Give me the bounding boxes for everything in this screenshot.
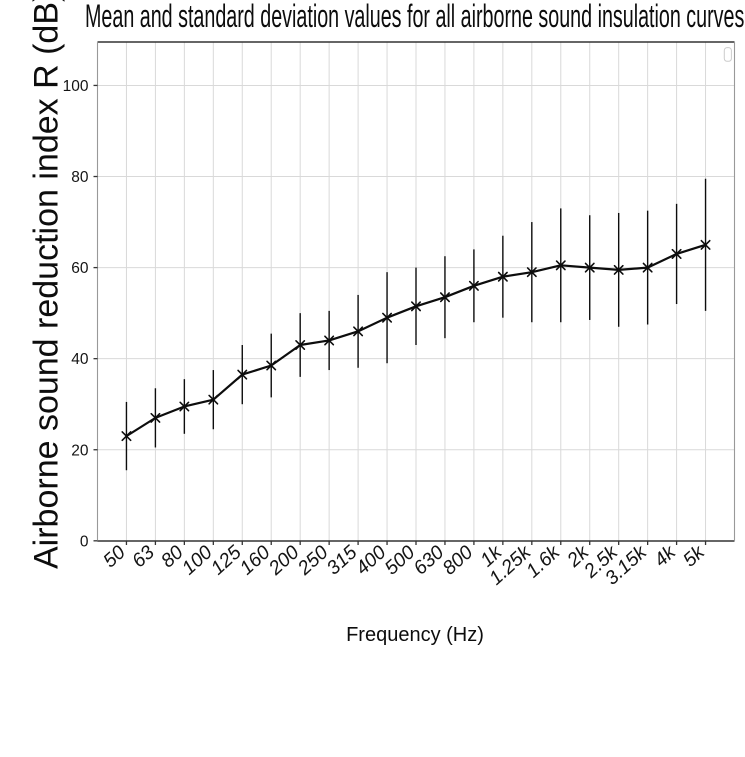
svg-text:80: 80	[71, 169, 89, 186]
svg-text:Mean and standard deviation va: Mean and standard deviation values for a…	[85, 0, 744, 34]
svg-text:0: 0	[80, 533, 89, 550]
svg-text:40: 40	[71, 351, 89, 368]
svg-text:Frequency (Hz): Frequency (Hz)	[346, 624, 484, 646]
svg-text:100: 100	[63, 78, 89, 95]
svg-text:20: 20	[71, 442, 89, 459]
svg-text:60: 60	[71, 260, 89, 277]
svg-text:Airborne sound reduction index: Airborne sound reduction index R (dB)	[28, 0, 66, 569]
